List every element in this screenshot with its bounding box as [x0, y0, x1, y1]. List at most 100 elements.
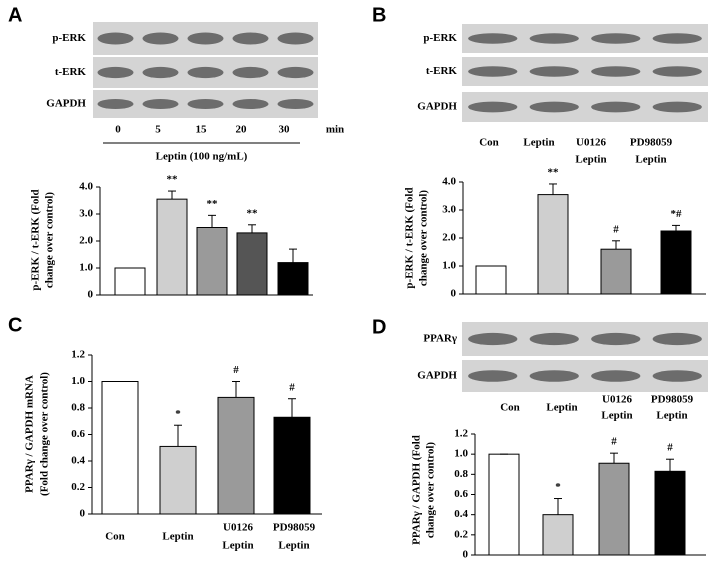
y-tick-label: 1.0	[79, 262, 93, 274]
category-label: PD98059	[651, 394, 694, 406]
category-label: Leptin	[523, 137, 554, 149]
y-tick-label: 1.0	[71, 375, 85, 387]
bar	[217, 396, 255, 515]
blot-band	[468, 332, 518, 346]
y-tick-label: 0.8	[454, 468, 468, 480]
bar	[277, 262, 309, 296]
blot-band	[277, 66, 314, 79]
blot-band	[468, 370, 518, 382]
lane-label: 0	[115, 124, 121, 136]
blot-band	[232, 98, 269, 110]
blot-band	[232, 32, 269, 45]
blot-band	[468, 33, 518, 44]
significance-label: #	[611, 436, 617, 448]
blot-band	[277, 32, 314, 45]
blot-row-label: GAPDH	[46, 98, 86, 110]
y-tick-label: 0	[88, 289, 94, 301]
y-tick-label: 1.2	[454, 428, 468, 440]
category-label: U0126	[576, 137, 606, 149]
blot-band	[232, 66, 269, 79]
blot-band	[97, 66, 134, 79]
category-label: Leptin	[162, 531, 193, 543]
panel-label: A	[8, 4, 22, 26]
blot-row-label: p-ERK	[423, 32, 457, 44]
blot-band	[591, 33, 641, 44]
blot-band	[468, 66, 518, 77]
blot-band	[652, 66, 702, 77]
bar	[114, 267, 146, 296]
category-label: Leptin	[546, 402, 577, 414]
y-tick-label: 0.6	[454, 488, 468, 500]
blot-band	[529, 332, 579, 346]
y-tick-label: 4.0	[442, 176, 456, 188]
category-label: Leptin	[222, 540, 253, 552]
bar	[654, 470, 686, 556]
category-label: Con	[500, 402, 520, 414]
category-label: Leptin	[635, 154, 666, 166]
y-axis-label: p-ERK / t-ERK (Fold	[30, 189, 42, 290]
y-tick-label: 1.2	[71, 349, 85, 361]
blot-row-label: p-ERK	[52, 32, 86, 44]
blot-band	[529, 370, 579, 382]
blot-band	[652, 370, 702, 382]
blot-band	[652, 33, 702, 44]
significance-label: *	[555, 481, 561, 493]
blot-band	[97, 32, 134, 45]
y-tick-label: 0	[451, 288, 457, 300]
category-label: PD98059	[630, 137, 673, 149]
blot-band	[142, 32, 179, 45]
bar	[598, 462, 630, 556]
y-tick-label: 1.0	[454, 448, 468, 460]
bar	[101, 381, 139, 515]
blot-band	[142, 98, 179, 110]
lane-label: 5	[155, 124, 161, 136]
y-tick-label: 4.0	[79, 181, 93, 193]
blot-band	[187, 98, 224, 110]
treatment-label: Leptin (100 ng/mL)	[156, 151, 248, 163]
bar	[542, 514, 574, 556]
y-tick-label: 0.4	[454, 508, 468, 520]
y-tick-label: 0	[80, 508, 86, 520]
blot-row-label: t-ERK	[55, 66, 87, 78]
y-tick-label: 3.0	[79, 208, 93, 220]
blot-band	[187, 32, 224, 45]
blot-band	[529, 101, 579, 113]
y-tick-label: 0	[463, 549, 469, 561]
category-label: U0126	[223, 522, 253, 534]
panel-label: B	[372, 4, 386, 26]
blot-band	[187, 66, 224, 79]
significance-label: **	[167, 174, 179, 186]
significance-label: #	[667, 442, 673, 454]
y-axis-label: change over control)	[418, 190, 430, 286]
blot-row-label: t-ERK	[426, 65, 458, 77]
category-label: PD98059	[273, 522, 316, 534]
blot-band	[529, 33, 579, 44]
lane-label: 30	[279, 124, 291, 136]
significance-label: **	[548, 166, 560, 178]
bar	[537, 194, 569, 295]
y-axis-label: (Fold change over control)	[39, 372, 51, 496]
category-label: Leptin	[656, 410, 687, 422]
blot-band	[468, 101, 518, 113]
bar	[159, 445, 197, 515]
bar	[196, 227, 228, 296]
lane-label: 15	[196, 124, 208, 136]
blot-band	[142, 66, 179, 79]
blot-row-label: GAPDH	[417, 370, 457, 382]
y-axis-label: change over control)	[425, 442, 437, 538]
bar	[273, 416, 311, 515]
y-tick-label: 0.4	[71, 455, 85, 467]
y-tick-label: 0.2	[454, 528, 468, 540]
y-tick-label: 2.0	[442, 232, 456, 244]
y-tick-label: 3.0	[442, 204, 456, 216]
blot-band	[591, 370, 641, 382]
blot-band	[652, 332, 702, 346]
bar	[600, 248, 632, 295]
bar	[660, 230, 692, 295]
blot-band	[277, 98, 314, 110]
bar	[488, 453, 520, 556]
significance-label: #	[233, 364, 239, 376]
bar	[156, 198, 188, 296]
significance-label: #	[613, 223, 619, 235]
category-label: Leptin	[601, 410, 632, 422]
